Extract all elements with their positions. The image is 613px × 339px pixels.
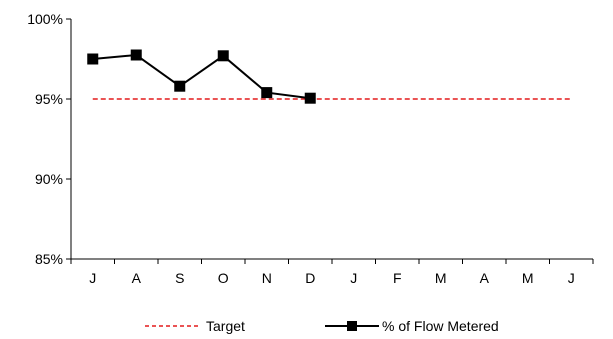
x-tick-label: D	[305, 270, 315, 286]
series-layer	[87, 49, 572, 104]
plot-area: 85% 90% 95% 100% J A S O N D J F M A M J	[27, 11, 594, 286]
x-tick-label: F	[393, 270, 402, 286]
x-tick-label: N	[262, 270, 272, 286]
x-tick-label: O	[218, 270, 229, 286]
x-tick-label: A	[480, 270, 490, 286]
x-tick-label: S	[175, 270, 184, 286]
y-ticks: 85% 90% 95% 100%	[27, 11, 71, 267]
flow-metered-point	[304, 92, 316, 104]
legend-flow-label: % of Flow Metered	[382, 318, 499, 334]
x-tick-label: J	[89, 270, 96, 286]
flow-metered-point	[261, 87, 273, 99]
legend-target-label: Target	[206, 318, 245, 334]
x-tick-label: J	[350, 270, 357, 286]
flow-metered-line	[92, 53, 311, 100]
flow-metered-point	[174, 80, 186, 92]
y-tick-label: 95%	[35, 91, 63, 107]
flow-metered-point	[87, 53, 99, 65]
legend-flow-marker	[347, 321, 357, 331]
x-tick-label: A	[132, 270, 142, 286]
y-tick-label: 90%	[35, 171, 63, 187]
x-tick-label: J	[568, 270, 575, 286]
flow-metered-point	[130, 49, 142, 61]
y-tick-label: 85%	[35, 251, 63, 267]
x-tick-label: M	[435, 270, 447, 286]
flow-metered-point	[217, 50, 229, 62]
legend: Target % of Flow Metered	[145, 318, 499, 334]
x-tick-label: M	[522, 270, 534, 286]
y-tick-label: 100%	[27, 11, 63, 27]
